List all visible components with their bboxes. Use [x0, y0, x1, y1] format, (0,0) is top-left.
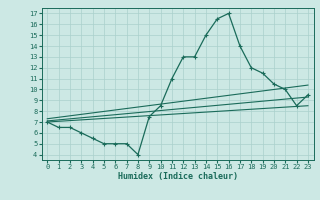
X-axis label: Humidex (Indice chaleur): Humidex (Indice chaleur) — [118, 172, 237, 181]
